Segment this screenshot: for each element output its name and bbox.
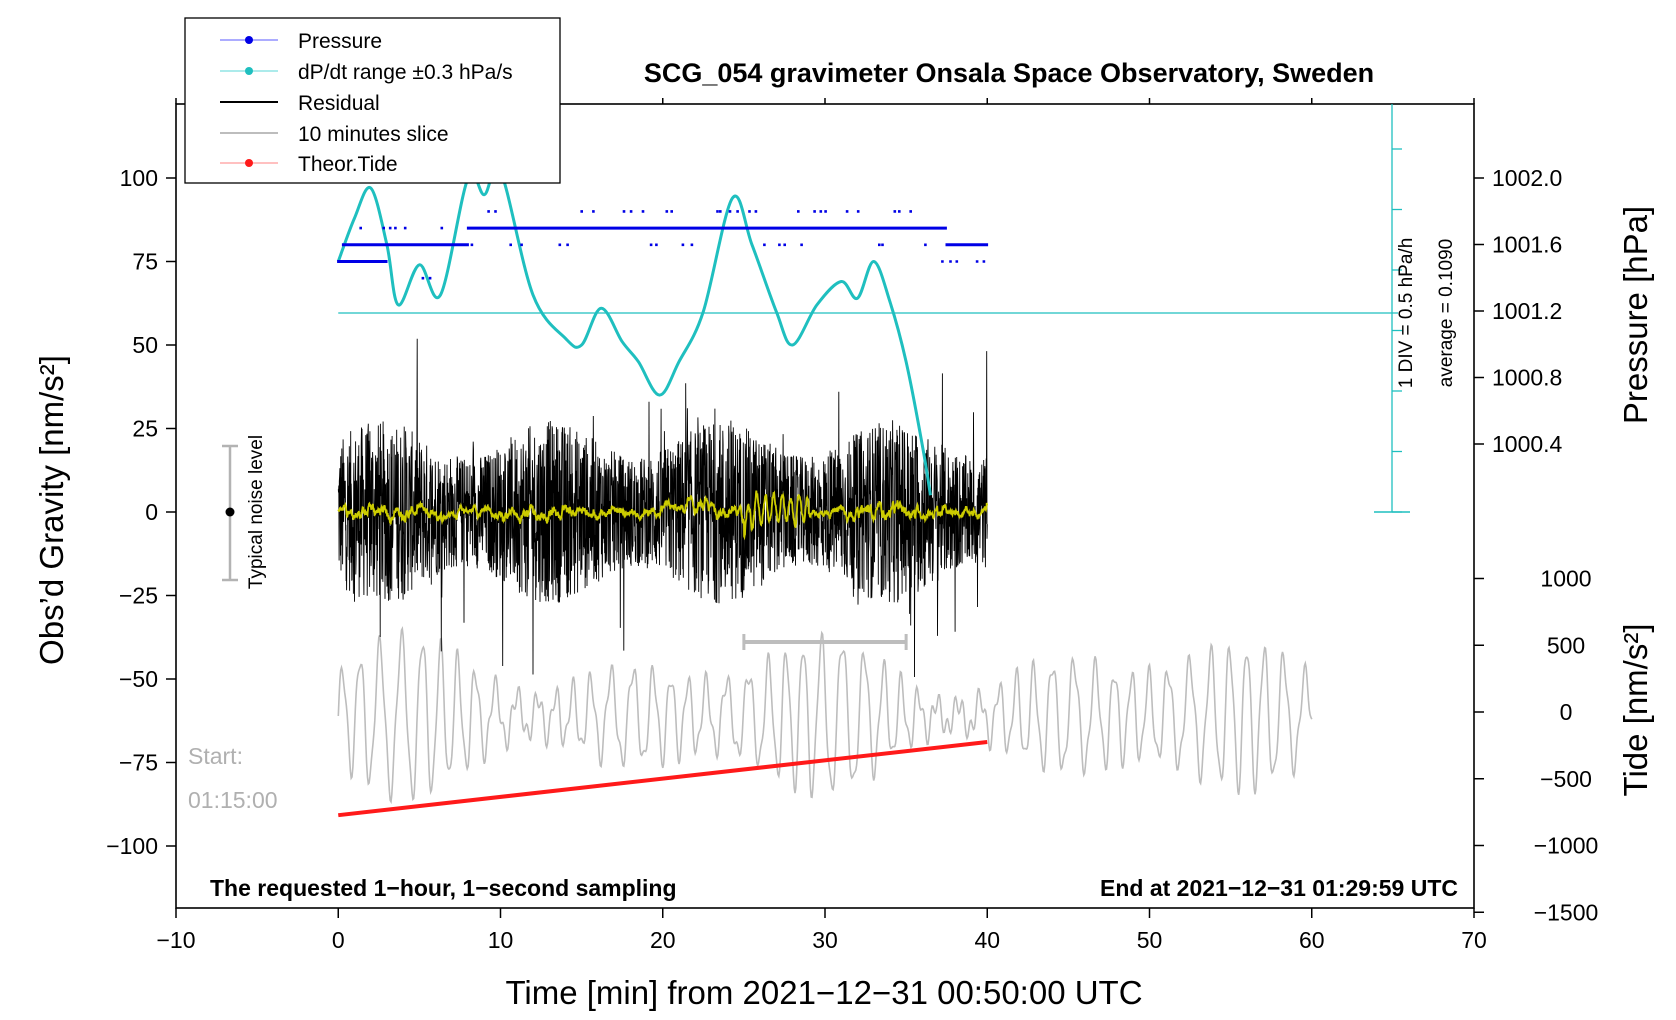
smoothed-residual-series bbox=[337, 490, 989, 541]
legend-label-tide: Theor.Tide bbox=[298, 153, 398, 176]
x-tick-label: 50 bbox=[1137, 927, 1163, 953]
pressure-tick-label: 1000.4 bbox=[1492, 431, 1563, 457]
footer-right-note: End at 2021−12−31 01:29:59 UTC bbox=[1100, 875, 1458, 901]
x-tick-label: 0 bbox=[332, 927, 345, 953]
legend-label-pressure: Pressure bbox=[298, 30, 382, 53]
y-axis-pressure: 1002.0 1001.6 1001.2 1000.8 1000.4 bbox=[1474, 165, 1563, 457]
pressure-scatter bbox=[359, 210, 986, 280]
chart-title: SCG_054 gravimeter Onsala Space Observat… bbox=[644, 58, 1374, 88]
legend-marker-pressure bbox=[245, 36, 253, 44]
residual-series bbox=[337, 338, 988, 678]
tide-tick-label: 500 bbox=[1547, 632, 1585, 658]
noise-level-center bbox=[225, 507, 235, 517]
tide-series bbox=[338, 740, 988, 818]
y-left-tick-label: 50 bbox=[132, 332, 158, 358]
pressure-series bbox=[337, 210, 989, 280]
pressure-tick-label: 1001.6 bbox=[1492, 232, 1562, 258]
pressure-tick-label: 1001.2 bbox=[1492, 298, 1562, 324]
legend-label-slice: 10 minutes slice bbox=[298, 123, 449, 146]
residual-line bbox=[337, 338, 988, 678]
y-axis-tide: 1000 500 0 −500 −1000 −1500 bbox=[1474, 566, 1599, 925]
legend-marker-tide bbox=[245, 159, 253, 167]
x-tick-label: 30 bbox=[812, 927, 838, 953]
noise-level-label: Typical noise level bbox=[246, 435, 267, 589]
y-left-tick-label: −50 bbox=[119, 666, 158, 692]
y-left-tick-label: −25 bbox=[119, 583, 158, 609]
tide-line bbox=[338, 740, 988, 818]
y-axis-left: 100 75 50 25 0 −25 −50 −75 −100 bbox=[106, 165, 176, 859]
y-left-tick-label: 75 bbox=[132, 249, 158, 275]
smoothed-residual-line bbox=[337, 490, 989, 541]
x-tick-label: 20 bbox=[650, 927, 676, 953]
x-tick-label: 60 bbox=[1299, 927, 1325, 953]
x-tick-label: −10 bbox=[156, 927, 195, 953]
legend: Pressure dP/dt range ±0.3 hPa/s Residual… bbox=[184, 17, 561, 184]
tide-tick-label: 1000 bbox=[1540, 566, 1591, 592]
slice-series bbox=[337, 625, 1313, 805]
annotations bbox=[338, 104, 1410, 513]
y-axis-label-pressure: Pressure [hPa] bbox=[1617, 206, 1654, 424]
x-tick-label: 10 bbox=[488, 927, 514, 953]
y-left-tick-label: −75 bbox=[119, 750, 158, 776]
y-left-tick-label: 25 bbox=[132, 416, 158, 442]
legend-label-dpdt: dP/dt range ±0.3 hPa/s bbox=[298, 61, 513, 84]
x-axis: −10 0 10 20 30 40 50 60 70 bbox=[156, 98, 1487, 953]
y-left-tick-label: −100 bbox=[106, 833, 158, 859]
tide-tick-label: −500 bbox=[1540, 766, 1592, 792]
tide-tick-label: 0 bbox=[1560, 699, 1573, 725]
tide-tick-label: −1500 bbox=[1534, 899, 1599, 925]
pressure-tick-label: 1002.0 bbox=[1492, 165, 1562, 191]
legend-label-residual: Residual bbox=[298, 92, 380, 115]
x-axis-label: Time [min] from 2021−12−31 00:50:00 UTC bbox=[505, 974, 1142, 1011]
average-label: average = 0.1090 bbox=[1436, 239, 1457, 387]
scale-label: 1 DIV = 0.5 hPa/h bbox=[1396, 238, 1417, 389]
pressure-tick-label: 1000.8 bbox=[1492, 365, 1562, 391]
slice-line bbox=[337, 625, 1313, 805]
tide-tick-label: −1000 bbox=[1534, 833, 1599, 859]
x-tick-label: 40 bbox=[974, 927, 1000, 953]
y-axis-label-left: Obs’d Gravity [nm/s²] bbox=[33, 355, 70, 665]
dpdt-line bbox=[336, 165, 932, 496]
y-left-tick-label: 100 bbox=[120, 165, 158, 191]
dpdt-series bbox=[336, 165, 932, 496]
y-left-tick-label: 0 bbox=[145, 499, 158, 525]
legend-marker-dpdt bbox=[245, 67, 253, 75]
y-axis-label-tide: Tide [nm/s²] bbox=[1617, 624, 1654, 797]
legend-box bbox=[184, 17, 561, 184]
footer-left-note: The requested 1−hour, 1−second sampling bbox=[210, 875, 677, 901]
start-label: Start: bbox=[188, 743, 243, 769]
x-tick-label: 70 bbox=[1461, 927, 1487, 953]
start-time: 01:15:00 bbox=[188, 787, 278, 813]
